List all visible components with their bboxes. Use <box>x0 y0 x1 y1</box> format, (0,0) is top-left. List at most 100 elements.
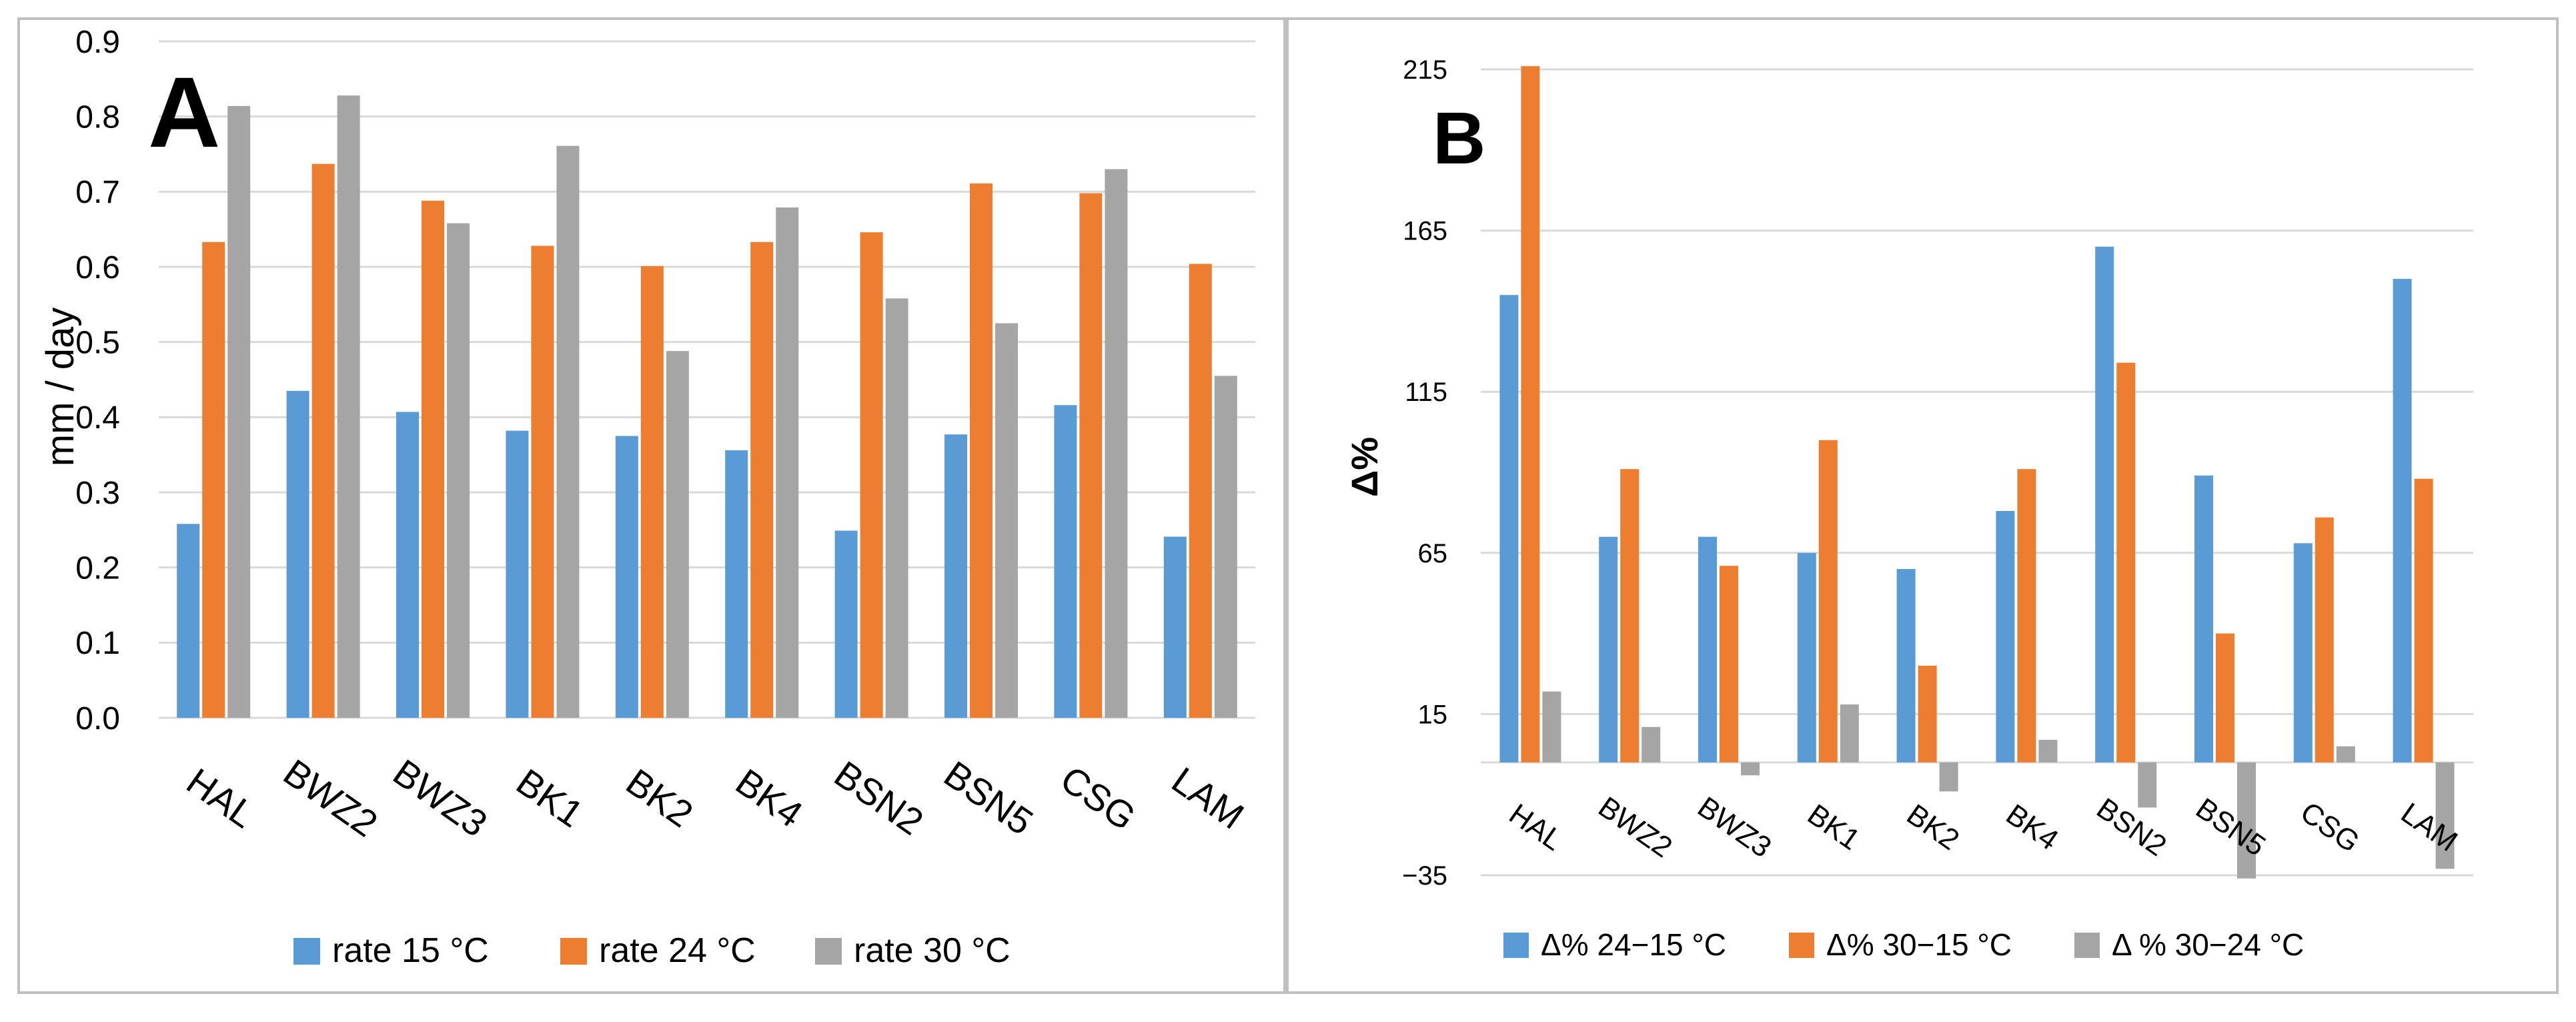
a-bar-bsn2-series-1 <box>834 530 858 718</box>
b-bar-bk4-series-1 <box>1996 510 2015 762</box>
chart-a-y-axis-title: mm / day <box>39 308 82 467</box>
b-bar-bk1-series-1 <box>1797 552 1816 762</box>
a-legend-swatch-2 <box>560 938 587 965</box>
a-bar-bsn2-series-2 <box>860 232 883 718</box>
a-bar-bsn5-series-2 <box>970 183 993 718</box>
a-bar-bwz3-series-1 <box>396 412 419 718</box>
a-bar-bwz2-series-2 <box>311 163 335 718</box>
b-bar-bk2-series-3 <box>1939 762 1958 792</box>
b-bar-bsn5-series-2 <box>2216 633 2234 762</box>
a-bar-lam-series-1 <box>1163 536 1187 718</box>
a-bar-bsn2-series-3 <box>885 298 908 718</box>
a-y-tick-label: 0.9 <box>75 25 120 60</box>
a-y-tick-label: 0.5 <box>75 325 120 360</box>
a-y-tick-label: 0.8 <box>75 99 120 135</box>
a-bar-bk4-series-3 <box>776 207 799 718</box>
b-bar-bk4-series-2 <box>2017 469 2036 762</box>
chart-a-panel-label: A <box>148 56 220 168</box>
b-bar-lam-series-3 <box>2435 762 2455 869</box>
b-bar-hal-series-2 <box>1521 66 1540 762</box>
b-y-tick-label: −35 <box>1402 861 1447 891</box>
chart-b-panel-label: B <box>1433 97 1485 179</box>
chart-b-y-tick-labels: −35 15 65 115 165 215 <box>1402 55 1447 891</box>
b-bar-hal-series-1 <box>1499 295 1519 762</box>
a-y-tick-label: 0.3 <box>75 476 120 511</box>
b-bar-lam-series-1 <box>2393 279 2412 762</box>
a-bar-bk1-series-3 <box>556 145 580 718</box>
a-bar-csg-series-1 <box>1054 405 1077 718</box>
chart-b-legend: Δ% 24−15 °C Δ% 30−15 °C Δ % 30−24 °C <box>1503 927 2304 962</box>
a-bar-csg-series-3 <box>1105 169 1128 718</box>
b-legend-swatch-1 <box>1503 933 1529 958</box>
b-bar-bk1-series-3 <box>1840 704 1859 762</box>
b-y-tick-label: 115 <box>1405 378 1447 407</box>
b-y-tick-label: 215 <box>1403 55 1447 85</box>
b-bar-bk1-series-2 <box>1818 440 1838 762</box>
a-bar-lam-series-2 <box>1189 264 1212 718</box>
chart-a-y-tick-labels: 0.0 0.1 0.2 0.3 0.4 0.5 0.6 0.7 0.8 0.9 <box>75 25 120 736</box>
a-y-tick-label: 0.7 <box>75 175 120 210</box>
a-bar-bk4-series-2 <box>750 241 774 718</box>
b-bar-bk4-series-3 <box>2038 740 2058 762</box>
b-bar-lam-series-2 <box>2414 478 2433 762</box>
b-bar-bwz2-series-3 <box>1642 726 1661 762</box>
a-y-tick-label: 0.2 <box>75 550 120 586</box>
chart-a-bars <box>177 95 1237 718</box>
a-bar-bk2-series-3 <box>666 351 689 718</box>
b-bar-bsn2-series-3 <box>2138 762 2157 808</box>
b-bar-bwz2-series-1 <box>1599 536 1618 762</box>
a-bar-hal-series-2 <box>202 241 225 718</box>
b-y-tick-label: 65 <box>1418 539 1448 568</box>
a-bar-bk4-series-1 <box>725 450 748 718</box>
b-bar-csg-series-1 <box>2293 543 2313 762</box>
a-bar-hal-series-1 <box>177 524 200 718</box>
b-legend-label-3: Δ % 30−24 °C <box>2112 927 2304 962</box>
a-legend-label-3: rate 30 °C <box>854 931 1011 970</box>
a-y-tick-label: 0.1 <box>75 626 120 661</box>
a-legend-label-2: rate 24 °C <box>599 931 756 970</box>
a-legend-swatch-3 <box>815 938 842 965</box>
b-bar-csg-series-2 <box>2315 517 2334 762</box>
chart-a-legend: rate 15 °C rate 24 °C rate 30 °C <box>293 931 1011 970</box>
b-bar-bk2-series-1 <box>1896 568 1916 762</box>
a-bar-bk2-series-2 <box>640 266 664 718</box>
chart-b-bars <box>1499 66 2455 879</box>
b-bar-bsn5-series-1 <box>2194 475 2213 762</box>
a-bar-bwz3-series-2 <box>422 200 444 718</box>
a-y-tick-label: 0.0 <box>75 701 120 736</box>
a-bar-bsn5-series-1 <box>944 434 967 718</box>
b-legend-label-1: Δ% 24−15 °C <box>1541 927 1726 962</box>
chart-b-y-axis-title: Δ% <box>1343 437 1385 497</box>
b-y-tick-label: 165 <box>1403 217 1447 246</box>
a-bar-bsn5-series-3 <box>995 323 1018 718</box>
b-bar-csg-series-3 <box>2336 746 2355 762</box>
a-bar-bk2-series-1 <box>615 436 638 718</box>
panel-b-frame <box>1286 17 2559 994</box>
b-bar-bsn2-series-2 <box>2116 362 2136 762</box>
b-bar-bwz3-series-2 <box>1720 566 1738 762</box>
b-bar-bwz3-series-1 <box>1698 536 1717 762</box>
a-bar-bwz2-series-1 <box>286 390 309 718</box>
b-legend-swatch-2 <box>1789 933 1814 958</box>
a-legend-swatch-1 <box>293 938 320 965</box>
b-bar-bsn5-series-3 <box>2237 762 2256 879</box>
a-y-tick-label: 0.4 <box>75 400 120 436</box>
b-bar-bwz2-series-2 <box>1620 469 1640 762</box>
a-bar-bwz3-series-3 <box>447 223 470 718</box>
a-bar-bwz2-series-3 <box>337 95 360 718</box>
b-bar-bsn2-series-1 <box>2095 246 2114 762</box>
b-bar-bk2-series-2 <box>1918 665 1937 762</box>
a-bar-hal-series-3 <box>227 105 251 718</box>
a-bar-csg-series-2 <box>1079 193 1103 718</box>
a-bar-lam-series-3 <box>1214 376 1237 718</box>
a-legend-label-1: rate 15 °C <box>332 931 489 970</box>
b-legend-label-2: Δ% 30−15 °C <box>1826 927 2012 962</box>
b-y-tick-label: 15 <box>1418 700 1448 729</box>
b-legend-swatch-3 <box>2074 933 2100 958</box>
b-bar-hal-series-3 <box>1542 691 1561 762</box>
b-bar-bwz3-series-3 <box>1741 762 1760 776</box>
a-bar-bk1-series-2 <box>531 245 554 718</box>
a-y-tick-label: 0.6 <box>75 250 120 286</box>
a-bar-bk1-series-1 <box>506 430 529 718</box>
